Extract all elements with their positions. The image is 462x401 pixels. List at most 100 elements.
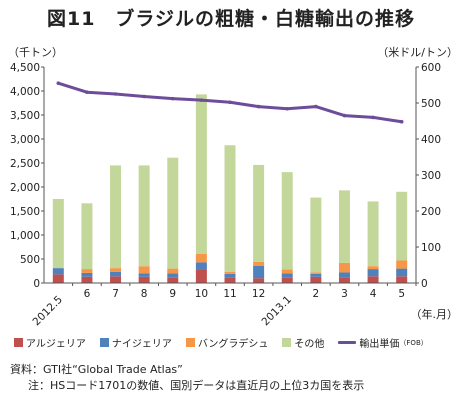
legend-swatch-nigeria — [99, 338, 109, 347]
bar-segment — [281, 273, 293, 278]
bar-segment — [338, 277, 350, 283]
bar-segment — [281, 277, 293, 283]
bar-segment — [253, 278, 265, 283]
price-point — [199, 98, 204, 102]
y-left-tick-label: 2,000 — [10, 182, 40, 194]
x-tick-label: 5 — [398, 288, 405, 300]
bar-segment — [338, 262, 350, 273]
bar-stack — [110, 165, 122, 283]
y-right-tick-label: 0 — [421, 278, 428, 290]
bar-segment — [253, 265, 265, 279]
bar-segment — [396, 268, 408, 277]
legend-label-price-unit: （FOB） — [399, 338, 428, 347]
price-point — [285, 106, 290, 111]
bar-segment — [52, 199, 64, 269]
bar-segment — [195, 269, 207, 283]
x-tick-label: 9 — [169, 288, 176, 300]
bar-stack — [52, 199, 64, 283]
x-tick-label: 2012.5 — [31, 294, 65, 328]
bar-segment — [367, 276, 379, 283]
bar-segment — [367, 266, 379, 270]
bar-stack — [167, 157, 179, 283]
bar-segment — [396, 191, 408, 261]
left-axis-unit: （千トン） — [8, 46, 63, 59]
chart-title: 図11 ブラジルの粗糖・白糖輸出の推移 — [46, 8, 416, 30]
y-right-tick-label: 300 — [421, 170, 441, 182]
right-axis-unit: （米ドル/トン） — [377, 46, 458, 59]
bar-segment — [167, 277, 179, 283]
bar-stack — [310, 197, 322, 283]
bar-stack — [195, 94, 207, 283]
footnotes: 資料：GTI社“Global Trade Atlas” 注：HSコード1701の… — [10, 362, 364, 394]
legend-swatch-algeria — [14, 338, 23, 347]
y-right-tick-label: 500 — [421, 98, 441, 110]
price-point — [142, 94, 146, 99]
bar-segment — [396, 260, 408, 269]
legend-item-price: 輸出単価 （FOB） — [338, 335, 428, 350]
y-left-tick-label: 3,000 — [10, 134, 40, 146]
price-point — [371, 115, 375, 120]
x-tick-label: 3 — [341, 288, 348, 300]
note-text: 注：HSコード1701の数値、国別データは直近月の上位3カ国を表示 — [28, 379, 365, 392]
bar-segment — [367, 201, 379, 267]
y-right-tick-label: 600 — [421, 62, 441, 74]
bar-segment — [81, 272, 93, 277]
bar-segment — [253, 261, 265, 266]
bar-segment — [195, 94, 207, 254]
y-right-tick-label: 100 — [421, 242, 441, 254]
x-tick-label: 2 — [313, 288, 320, 300]
bar-segment — [110, 268, 122, 272]
legend-label-algeria: アルジェリア — [26, 339, 86, 350]
bar-segment — [81, 203, 93, 270]
legend-item-algeria: アルジェリア — [14, 335, 86, 350]
bar-stack — [224, 145, 236, 283]
bar-segment — [310, 272, 322, 274]
bar-segment — [167, 157, 179, 269]
bar-segment — [310, 273, 322, 277]
y-left-tick-label: 2,500 — [10, 158, 40, 170]
bar-segment — [224, 277, 236, 283]
bar-segment — [224, 271, 236, 274]
bar-segment — [338, 272, 350, 278]
bar-segment — [138, 165, 150, 267]
x-tick-label: 11 — [223, 288, 236, 300]
x-tick-label: 8 — [141, 288, 148, 300]
x-tick-label: 6 — [84, 288, 91, 300]
legend: アルジェリア ナイジェリア バングラデシュ その他 輸出単価 （FOB） — [14, 335, 442, 350]
bar-segment — [81, 276, 93, 283]
y-left-tick-label: 500 — [20, 254, 40, 266]
x-tick-label: 7 — [112, 288, 119, 300]
bar-segment — [138, 273, 150, 277]
bar-segment — [310, 197, 322, 273]
y-right-tick-label: 200 — [421, 206, 441, 218]
bar-segment — [110, 276, 122, 283]
y-left-tick-label: 4,500 — [10, 62, 40, 74]
bar-segment — [396, 276, 408, 283]
legend-label-bangladesh: バングラデシュ — [197, 339, 269, 350]
bar-stack — [281, 172, 293, 283]
legend-item-nigeria: ナイジェリア — [99, 335, 172, 350]
price-point — [399, 119, 404, 124]
bar-segment — [110, 271, 122, 277]
x-tick-label: 12 — [252, 288, 265, 300]
legend-item-bangladesh: バングラデシュ — [185, 335, 269, 350]
bar-stack — [253, 164, 265, 283]
price-line-group — [56, 81, 404, 124]
bar-segment — [281, 172, 293, 270]
price-point — [85, 90, 89, 94]
bar-segment — [138, 266, 150, 274]
x-tick-label: 10 — [195, 288, 208, 300]
price-point — [314, 104, 318, 109]
x-tick-label: 4 — [370, 288, 377, 300]
chart-area: 0 500 1,000 1,500 2,000 2,500 3,000 3,500 4,000 4… — [8, 46, 458, 328]
y-left-tick-label: 0 — [33, 278, 40, 290]
bar-segment — [281, 269, 293, 274]
y-left-tick-label: 1,000 — [10, 230, 40, 242]
legend-label-other: その他 — [294, 339, 325, 350]
bar-stack — [396, 191, 408, 283]
legend-swatch-other — [282, 338, 292, 347]
bar-segment — [195, 253, 207, 263]
price-point — [228, 100, 232, 105]
source-text: 資料：GTI社“Global Trade Atlas” — [10, 363, 183, 376]
legend-label-nigeria: ナイジェリア — [111, 339, 172, 350]
